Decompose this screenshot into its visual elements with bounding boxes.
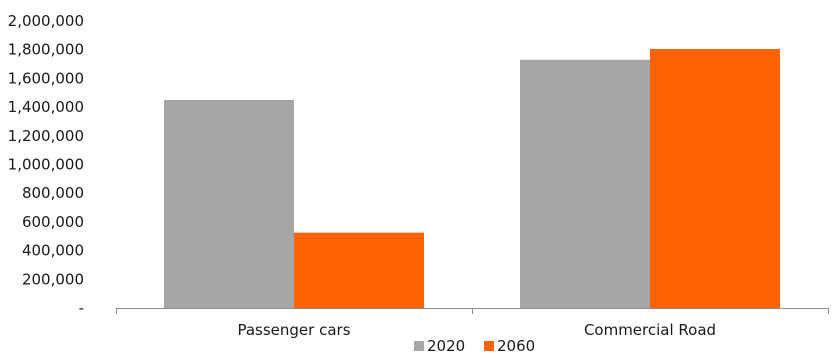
bars	[164, 48, 780, 309]
y-tick-label: 400,000	[22, 242, 84, 260]
legend-label-2060: 2060	[497, 337, 535, 355]
x-category-label: Passenger cars	[237, 321, 350, 339]
bar-2020-passenger-cars	[164, 99, 294, 308]
y-tick-label: 200,000	[22, 270, 84, 288]
bar-2060-passenger-cars	[294, 232, 424, 308]
y-tick-label: 800,000	[22, 184, 84, 202]
x-category-label: Commercial Road	[584, 321, 716, 339]
y-tick-label: -	[79, 299, 84, 317]
x-axis: Passenger cars Commercial Road	[116, 308, 829, 339]
legend-label-2020: 2020	[427, 337, 465, 355]
y-tick-label: 1,400,000	[8, 98, 84, 116]
legend-swatch-2060	[484, 341, 494, 351]
y-tick-label: 1,000,000	[8, 156, 84, 174]
bar-2060-commercial-road	[650, 48, 780, 309]
y-tick-label: 2,000,000	[8, 12, 84, 30]
y-tick-label: 1,800,000	[8, 41, 84, 59]
y-tick-label: 1,600,000	[8, 69, 84, 87]
bar-2020-commercial-road	[520, 59, 650, 309]
y-axis: - 200,000 400,000 600,000 800,000 1,000,000 1,…	[8, 12, 84, 317]
y-tick-label: 1,200,000	[8, 127, 84, 145]
legend: 2020 2060	[414, 337, 535, 355]
legend-swatch-2020	[414, 341, 424, 351]
y-tick-label: 600,000	[22, 213, 84, 231]
